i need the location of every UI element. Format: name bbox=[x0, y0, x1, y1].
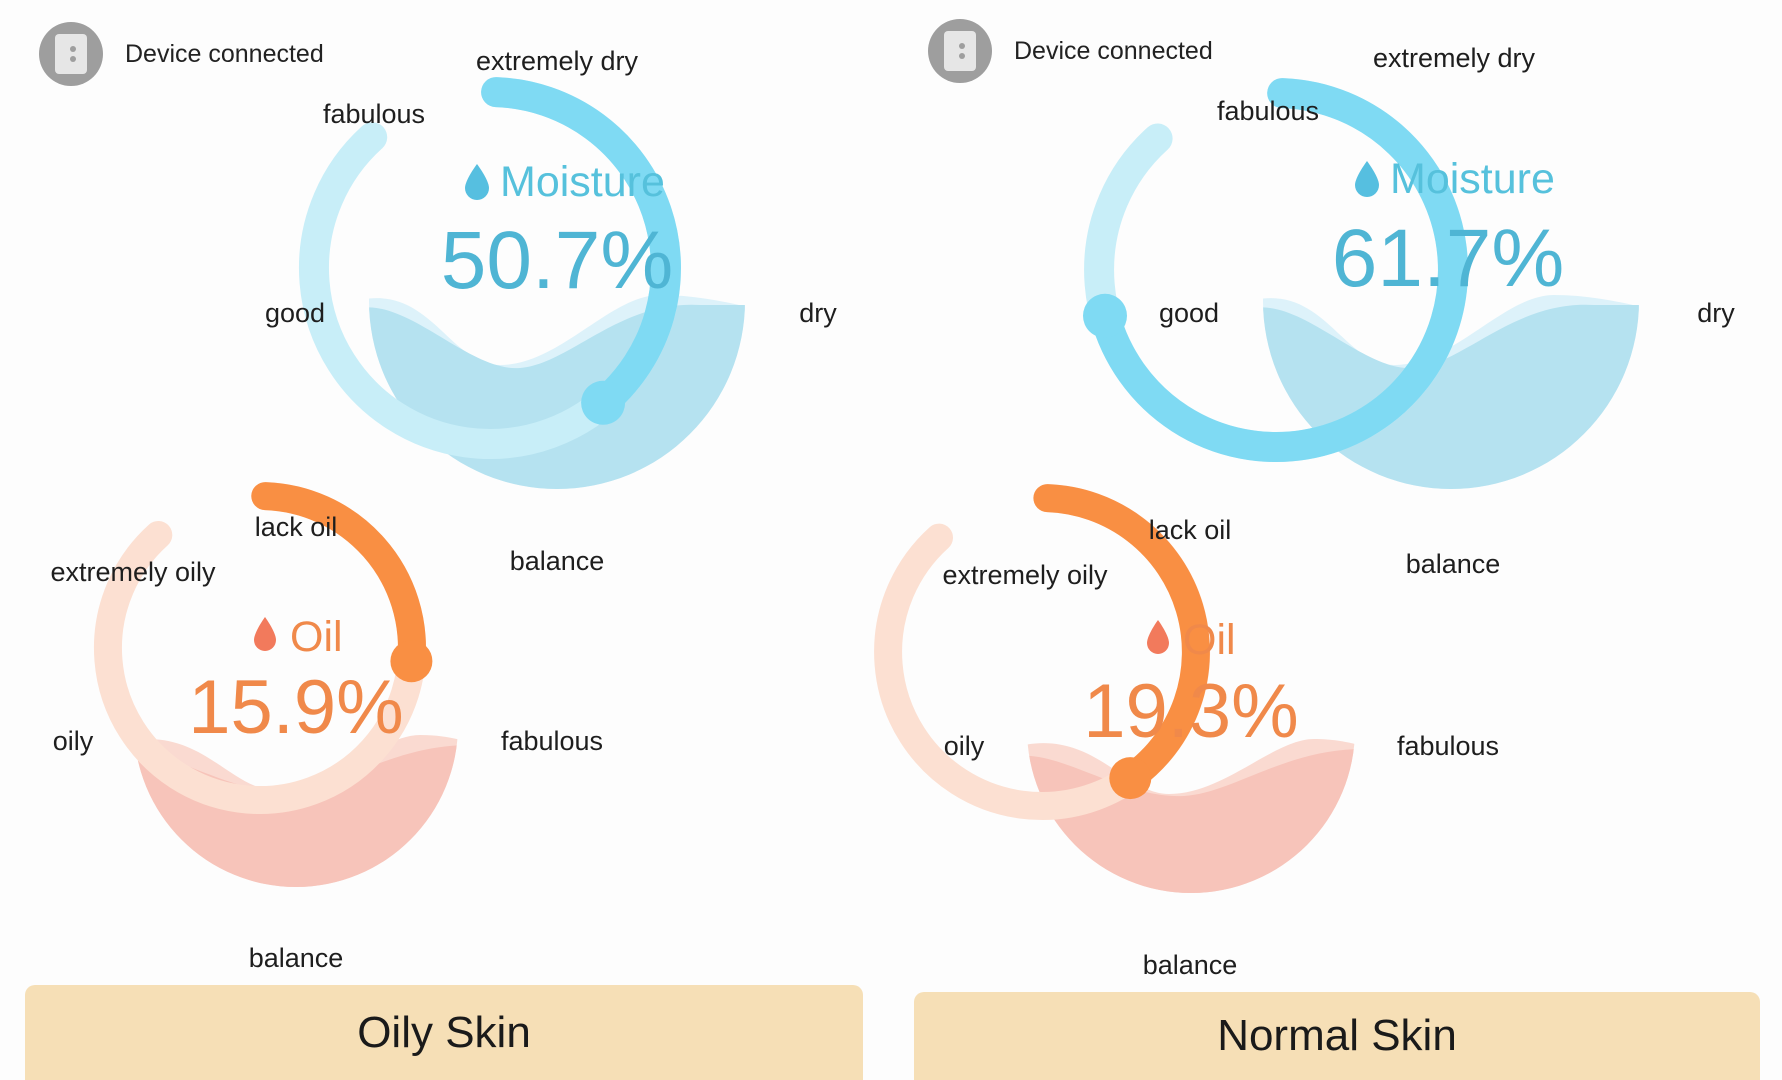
oil-label-oily: oily bbox=[53, 726, 94, 756]
oil-label-balance: balance bbox=[1143, 950, 1238, 980]
moisture-value: 50.7% bbox=[441, 215, 674, 306]
moisture-label-dry: dry bbox=[799, 298, 837, 328]
device-status: Device connected bbox=[39, 22, 324, 86]
moisture-label-extremely-dry: extremely dry bbox=[1373, 43, 1536, 73]
moisture-label-balance: balance bbox=[1406, 549, 1501, 579]
oil-label-extremely-oily: extremely oily bbox=[50, 557, 216, 587]
oil-label-fabulous: fabulous bbox=[1397, 731, 1499, 761]
oil-gauge: Oil 19.3% lack oil extremely oily oily f… bbox=[874, 484, 1499, 980]
moisture-progress-arc bbox=[1090, 78, 1468, 462]
moisture-value: 61.7% bbox=[1332, 213, 1565, 304]
moisture-label-balance: balance bbox=[510, 546, 605, 576]
oil-drop-icon bbox=[254, 617, 276, 651]
oil-label-value: 19.3% bbox=[1083, 669, 1299, 754]
skin-type-result: Normal Skin bbox=[1217, 1011, 1457, 1060]
moisture-gauge: Moisture 61.7% extremely dry fabulous go… bbox=[1083, 43, 1735, 579]
moisture-gauge: Moisture 50.7% extremely dry fabulous go… bbox=[265, 46, 837, 576]
moisture-indicator-knob bbox=[1083, 293, 1127, 338]
moisture-label-fabulous: fabulous bbox=[1217, 96, 1319, 126]
moisture-label-fabulous: fabulous bbox=[323, 99, 425, 129]
oil-progress-arc bbox=[251, 482, 426, 676]
oil-drop-icon bbox=[1147, 620, 1169, 654]
oil-value: 15.9% bbox=[188, 665, 404, 750]
moisture-indicator-knob bbox=[581, 380, 626, 425]
skin-type-result-card: Oily Skin bbox=[25, 985, 863, 1080]
oil-title: Oil bbox=[1183, 616, 1236, 664]
gauges-layer: Moisture 50.7% extremely dry fabulous go… bbox=[50, 46, 837, 973]
oil-label-extremely-oily: extremely oily bbox=[942, 560, 1108, 590]
moisture-wave bbox=[369, 295, 745, 489]
oil-indicator-knob bbox=[1109, 757, 1152, 800]
oil-label-fabulous: fabulous bbox=[501, 726, 603, 756]
oil-indicator-knob bbox=[390, 640, 433, 683]
moisture-title: Moisture bbox=[1390, 155, 1555, 203]
device-status-text: Device connected bbox=[125, 39, 324, 68]
moisture-label-good: good bbox=[265, 298, 325, 328]
moisture-label-good: good bbox=[1159, 298, 1219, 328]
gauges-layer: Moisture 61.7% extremely dry fabulous go… bbox=[874, 43, 1735, 980]
oil-label-lack-oil: lack oil bbox=[1149, 515, 1232, 545]
water-drop-icon bbox=[465, 164, 489, 200]
oil-title: Oil bbox=[290, 613, 343, 661]
oil-label-balance: balance bbox=[249, 943, 344, 973]
moisture-progress-arc bbox=[481, 77, 681, 418]
oil-label-oily: oily bbox=[944, 731, 985, 761]
skin-type-result-card: Normal Skin bbox=[914, 992, 1760, 1080]
oil-progress-arc bbox=[1033, 484, 1210, 793]
phone-device-icon bbox=[928, 19, 992, 83]
device-status-text: Device connected bbox=[1014, 36, 1213, 65]
oil-label-lack-oil: lack oil bbox=[255, 512, 338, 542]
moisture-label-dry: dry bbox=[1697, 298, 1735, 328]
moisture-title: Moisture bbox=[500, 158, 665, 206]
result-panel-normal: Device connected Moisture 61.7% extremel… bbox=[874, 0, 1782, 1080]
device-status: Device connected bbox=[928, 19, 1213, 83]
result-panel-oily: Device connected Moisture 50.7% extremel… bbox=[25, 22, 863, 1080]
oil-wave bbox=[1027, 739, 1355, 893]
phone-device-icon bbox=[39, 22, 103, 86]
water-drop-icon bbox=[1355, 161, 1379, 197]
moisture-label-extremely-dry: extremely dry bbox=[476, 46, 639, 76]
skin-type-result: Oily Skin bbox=[357, 1007, 531, 1057]
